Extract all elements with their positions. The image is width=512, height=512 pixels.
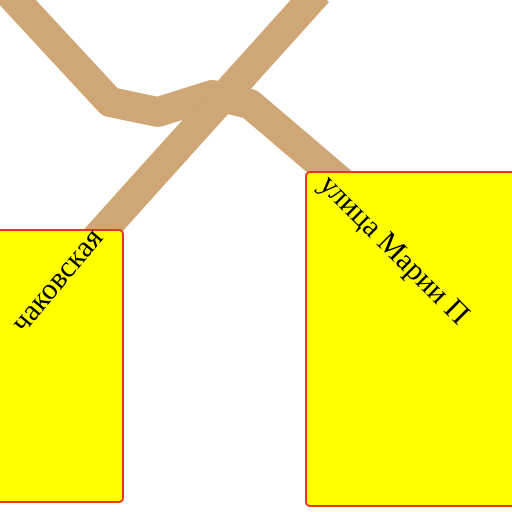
road <box>78 0 330 256</box>
label-box <box>0 229 124 503</box>
label-box <box>305 171 512 507</box>
road <box>0 0 355 197</box>
